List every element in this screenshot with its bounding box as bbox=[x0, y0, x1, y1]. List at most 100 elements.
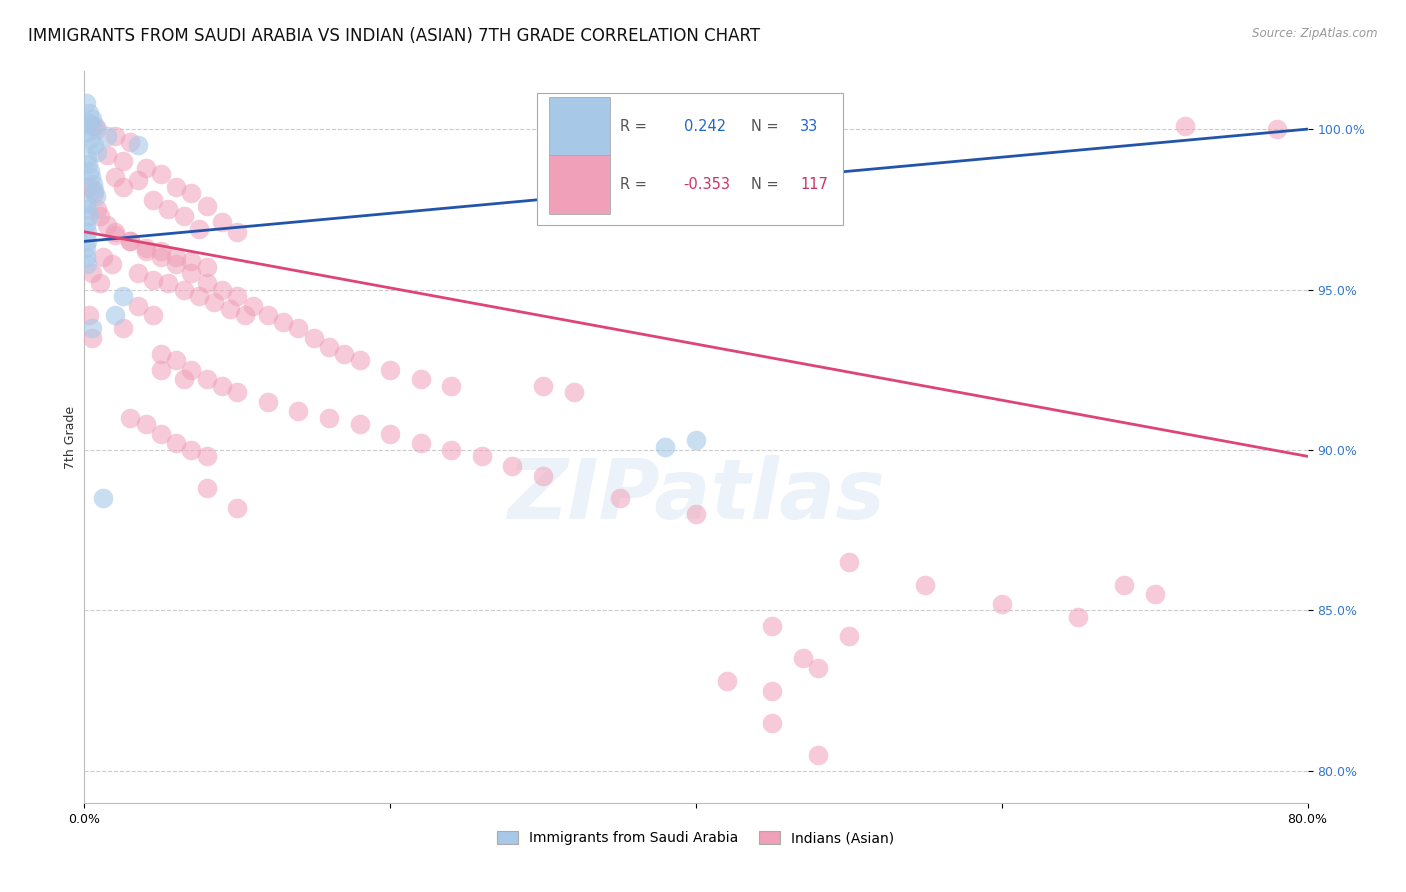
Text: 117: 117 bbox=[800, 178, 828, 193]
Point bbox=[1114, 577, 1136, 591]
Point bbox=[188, 221, 211, 235]
Point bbox=[83, 138, 105, 153]
Point bbox=[135, 161, 157, 175]
Point bbox=[96, 219, 118, 233]
FancyBboxPatch shape bbox=[550, 155, 610, 214]
Point bbox=[180, 186, 202, 201]
Text: N =: N = bbox=[751, 119, 779, 134]
Point bbox=[76, 257, 98, 271]
Point bbox=[142, 193, 165, 207]
Point bbox=[380, 426, 402, 441]
Point bbox=[80, 267, 103, 281]
Point bbox=[180, 267, 202, 281]
Point bbox=[333, 346, 356, 360]
Text: ZIPatlas: ZIPatlas bbox=[508, 455, 884, 536]
Point bbox=[991, 597, 1014, 611]
Point bbox=[135, 241, 157, 255]
Point bbox=[80, 119, 103, 133]
Point bbox=[165, 251, 187, 265]
Point bbox=[257, 394, 280, 409]
Point bbox=[89, 209, 111, 223]
Point bbox=[233, 308, 256, 322]
Point bbox=[440, 442, 463, 457]
Point bbox=[77, 308, 100, 322]
Point bbox=[218, 301, 240, 316]
Point bbox=[318, 340, 340, 354]
Point bbox=[807, 661, 830, 675]
Point bbox=[226, 500, 249, 515]
Point bbox=[531, 468, 554, 483]
Point bbox=[257, 308, 280, 322]
Point bbox=[226, 225, 249, 239]
Point bbox=[111, 154, 134, 169]
Point bbox=[79, 163, 101, 178]
Text: 0.242: 0.242 bbox=[683, 119, 725, 134]
Point bbox=[838, 555, 860, 569]
Point bbox=[271, 315, 294, 329]
Point bbox=[792, 651, 814, 665]
Point bbox=[1067, 609, 1090, 624]
Point bbox=[157, 276, 180, 290]
Point bbox=[226, 289, 249, 303]
Point bbox=[685, 434, 707, 448]
Point bbox=[1143, 587, 1166, 601]
Point bbox=[211, 378, 233, 392]
Point bbox=[287, 404, 309, 418]
Point bbox=[111, 321, 134, 335]
Point bbox=[86, 202, 108, 217]
Point bbox=[349, 353, 371, 368]
Point bbox=[165, 353, 187, 368]
Point bbox=[409, 372, 432, 386]
Point bbox=[80, 331, 103, 345]
Point bbox=[80, 170, 103, 185]
Point bbox=[195, 482, 218, 496]
FancyBboxPatch shape bbox=[537, 94, 842, 225]
Point bbox=[84, 119, 107, 133]
Point bbox=[914, 577, 936, 591]
Point bbox=[349, 417, 371, 432]
Point bbox=[76, 125, 98, 139]
Point bbox=[195, 372, 218, 386]
Point bbox=[142, 273, 165, 287]
Point bbox=[120, 235, 142, 249]
Point bbox=[142, 308, 165, 322]
Point bbox=[75, 219, 97, 233]
Point bbox=[86, 122, 108, 136]
Point bbox=[91, 491, 114, 505]
Point bbox=[75, 96, 97, 111]
Point bbox=[149, 362, 172, 376]
Point bbox=[761, 619, 783, 633]
Point bbox=[211, 215, 233, 229]
Point bbox=[202, 295, 225, 310]
Point bbox=[104, 227, 127, 242]
Point bbox=[83, 183, 105, 197]
Point bbox=[75, 251, 97, 265]
Point bbox=[211, 283, 233, 297]
Point bbox=[120, 235, 142, 249]
Text: Source: ZipAtlas.com: Source: ZipAtlas.com bbox=[1253, 27, 1378, 40]
Point bbox=[104, 308, 127, 322]
Point bbox=[77, 106, 100, 120]
Point bbox=[76, 225, 98, 239]
Point bbox=[173, 283, 195, 297]
Point bbox=[77, 179, 100, 194]
Legend: Immigrants from Saudi Arabia, Indians (Asian): Immigrants from Saudi Arabia, Indians (A… bbox=[492, 826, 900, 851]
Point bbox=[180, 442, 202, 457]
Text: N =: N = bbox=[751, 178, 779, 193]
Point bbox=[82, 177, 104, 191]
Point bbox=[77, 116, 100, 130]
Point bbox=[157, 202, 180, 217]
Point bbox=[409, 436, 432, 450]
Point bbox=[685, 507, 707, 521]
Point bbox=[76, 202, 98, 217]
Y-axis label: 7th Grade: 7th Grade bbox=[65, 406, 77, 468]
Point bbox=[173, 209, 195, 223]
Point bbox=[79, 132, 101, 146]
Point bbox=[180, 253, 202, 268]
Point bbox=[111, 289, 134, 303]
Point bbox=[302, 331, 325, 345]
Text: R =: R = bbox=[620, 178, 647, 193]
Point bbox=[96, 148, 118, 162]
Point bbox=[716, 673, 738, 688]
Point bbox=[76, 235, 98, 249]
